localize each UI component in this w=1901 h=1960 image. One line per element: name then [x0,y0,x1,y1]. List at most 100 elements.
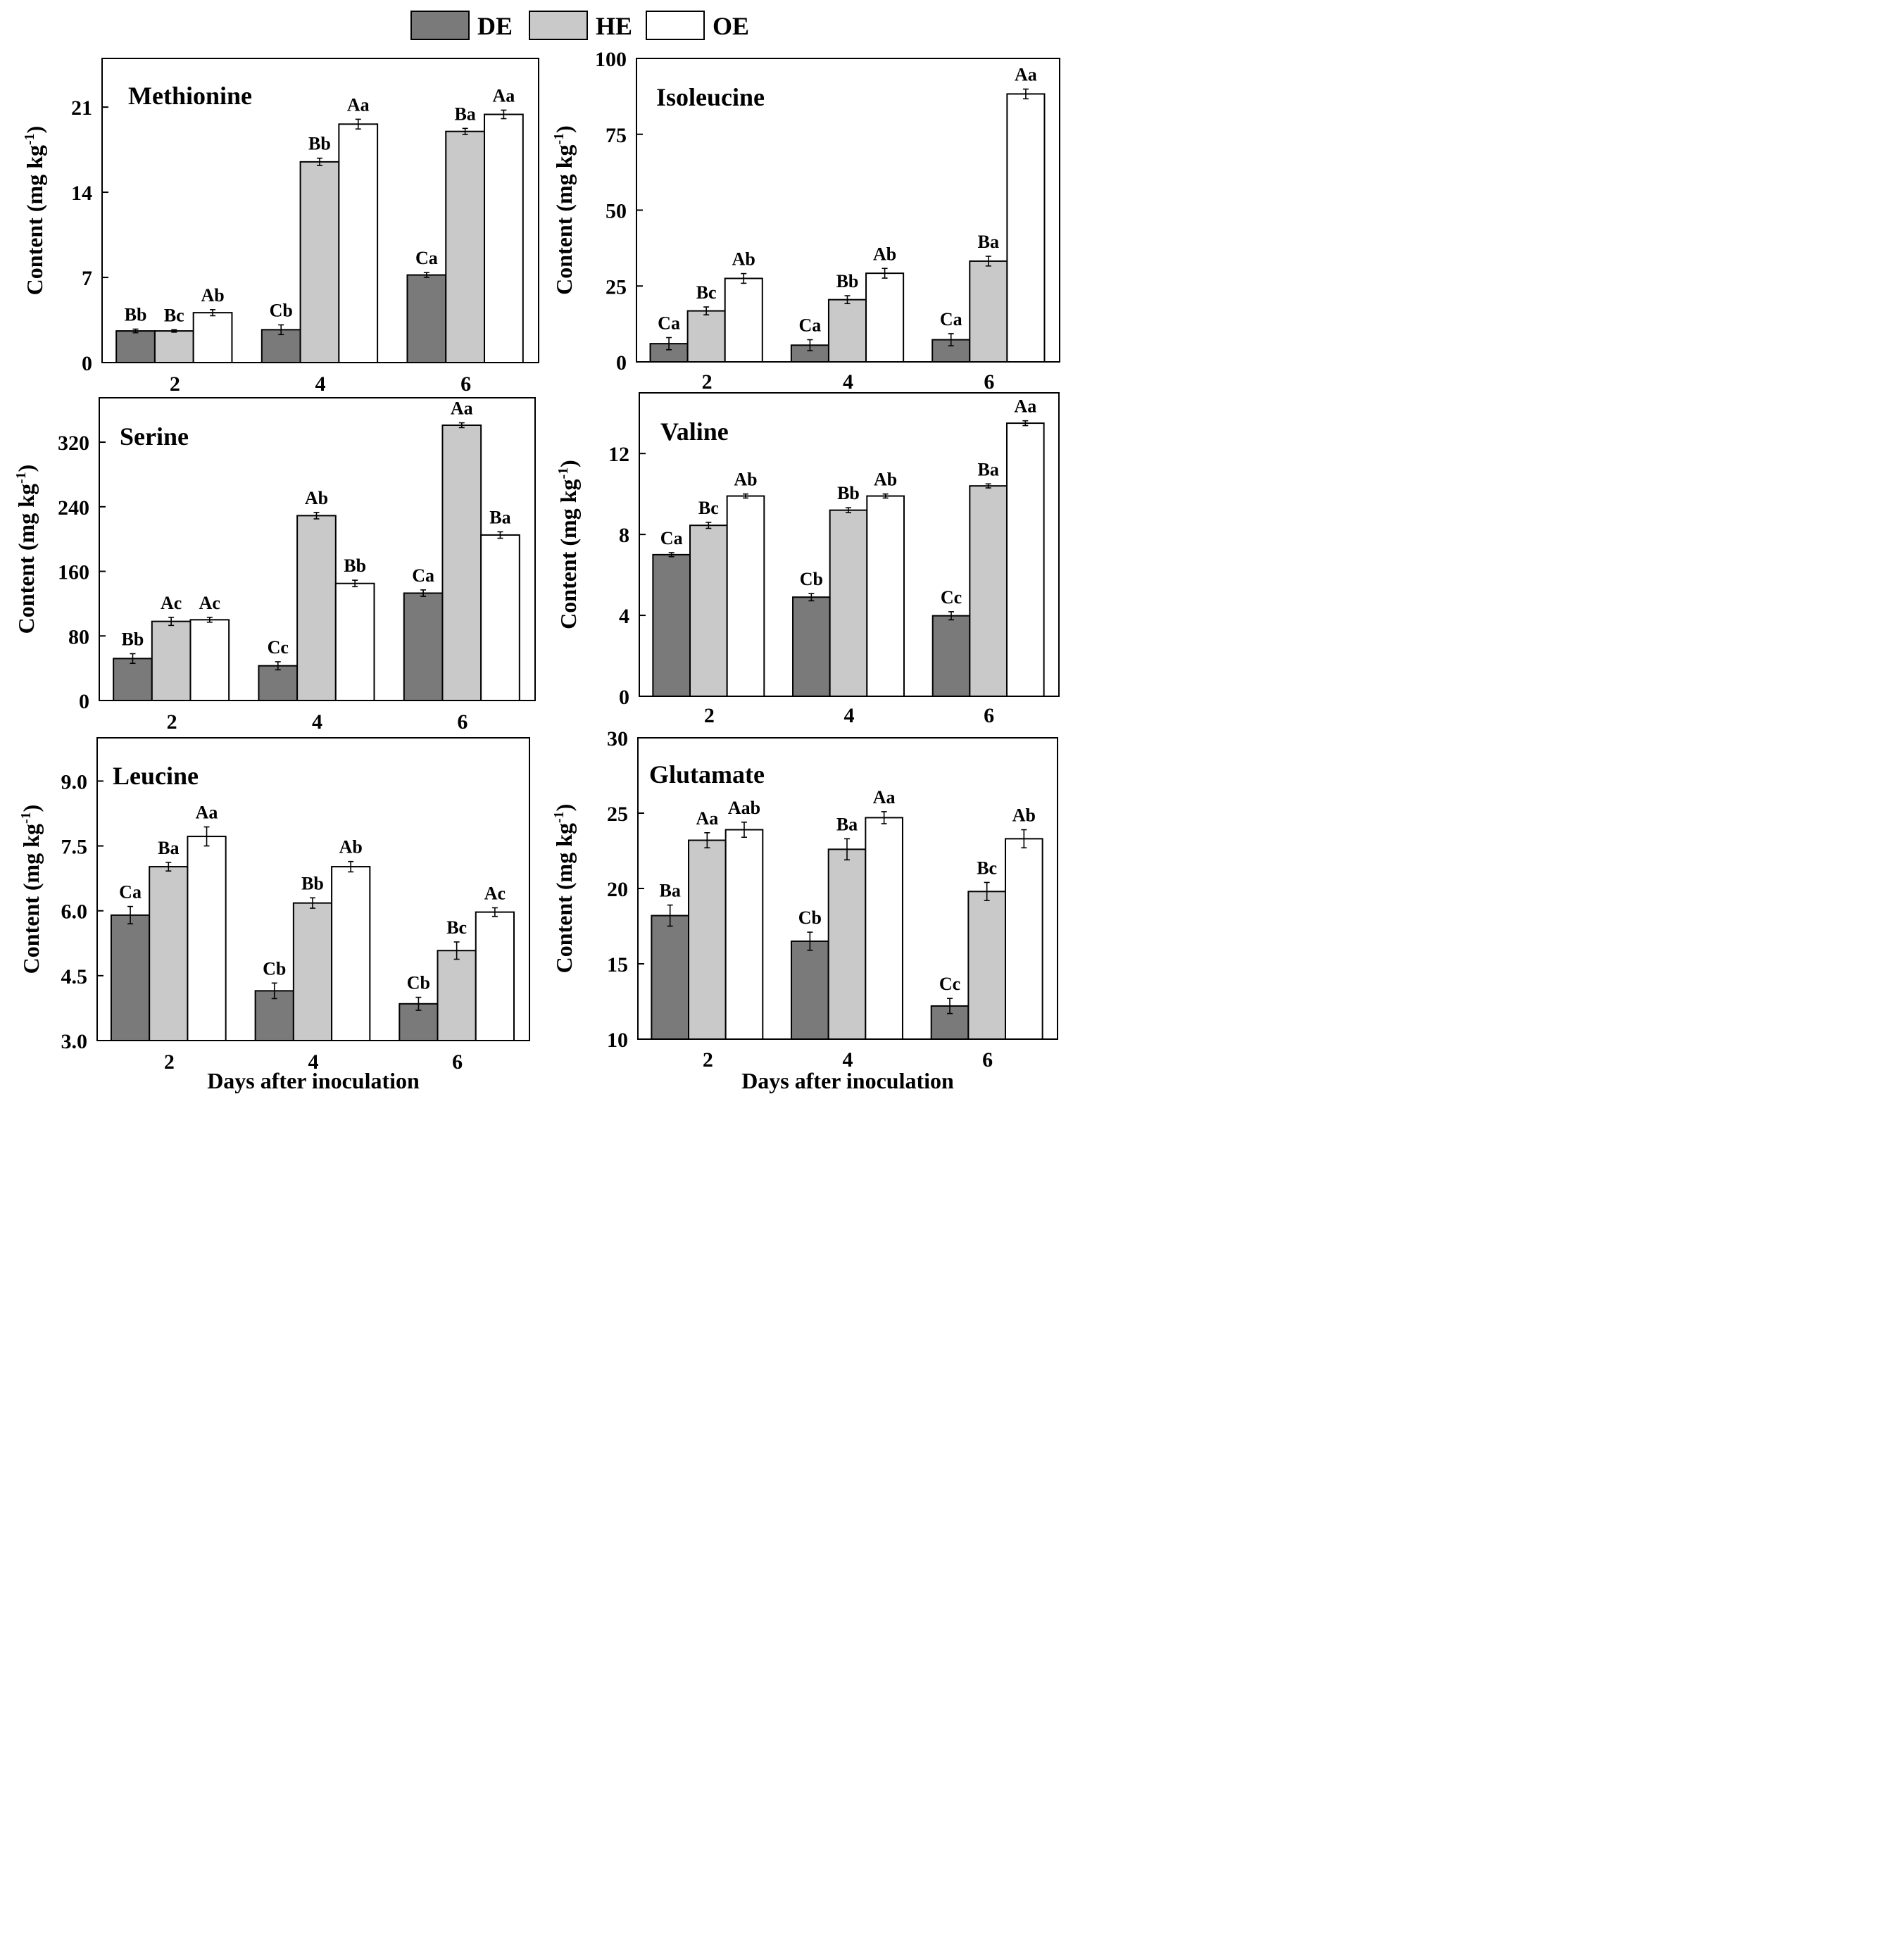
significance-letter: Cb [798,907,822,928]
bar-de-day4 [791,940,829,1041]
chart-isoleucine: 0 25 50 75 100 Ca Bc Ab 2 Ca Bb Ab 4 Ca Ba Aa 6 Isoleucin… [551,48,1060,394]
significance-letter: Bc [696,282,717,303]
significance-letter: Ac [161,593,182,613]
x-tick-label: 4 [843,370,853,394]
chart-serine: 0 80 160 240 320 Bb Ac Ac 2 Cc Ab Bb 4 Ca Aa Ba 6 Serine C… [13,397,536,734]
bar-oe-day4 [338,123,379,363]
y-tick-label: 4.5 [61,965,88,988]
y-axis-label: Content (mg kg-1) [551,125,577,295]
chart-valine: 0 4 8 12 Ca Bc Ab 2 Cb Bb Ab 4 Cc Ba Aa 6 Valine Content … [556,392,1060,727]
bar-he-day2 [149,866,189,1041]
bar-he-day6 [969,485,1008,697]
y-tick-label: 6.0 [61,900,88,924]
chart-leucine: 3.0 4.5 6.0 7.5 9.0 Ca Ba Aa 2 Cb Bb Ab 4 Cb Bc Ac 6 Leuc… [18,737,530,1093]
bar-oe-day2 [726,495,765,697]
bar-oe-day4 [866,495,905,697]
significance-letter: Ca [412,565,434,586]
legend-label-oe: OE [713,12,749,40]
significance-letter: Ba [978,459,999,479]
bar-he-day6 [441,424,482,702]
bar-he-day4 [292,902,333,1041]
significance-letter: Bb [301,873,324,893]
bar-de-day2 [652,553,691,697]
chart-title: Isoleucine [656,83,765,111]
significance-letter: Ba [158,838,179,858]
bar-he-day4 [827,848,867,1040]
bar-de-day6 [931,615,971,698]
significance-letter: Ab [339,837,363,857]
y-axis-label: Content (mg kg-1) [556,460,581,629]
significance-letter: Aab [728,798,760,818]
y-tick-label: 21 [71,96,92,120]
x-axis-label: Days after inoculation [741,1068,954,1093]
y-tick-label: 0 [619,686,629,709]
bar-he-day2 [689,524,728,697]
bar-oe-day2 [189,619,230,701]
significance-letter: Bb [344,555,366,576]
significance-letter: Ab [732,249,755,270]
y-tick-label: 320 [58,432,89,455]
y-tick-label: 240 [58,496,89,520]
legend: DE HE OE [410,11,749,40]
x-tick-label: 2 [702,370,713,394]
significance-letter: Bc [977,857,997,878]
bar-oe-day2 [724,829,764,1041]
bar-de-day6 [406,274,447,364]
significance-letter: Aa [696,808,718,829]
y-tick-label: 20 [607,878,628,901]
x-tick-label: 6 [984,704,994,727]
y-tick-label: 80 [68,625,89,648]
bar-de-day6 [403,592,444,702]
bar-oe-day6 [1006,93,1046,363]
legend-label-he: HE [596,12,632,40]
chart-methionine: 0 7 14 21 Bb Bc Ab 2 Cb Bb Aa 4 Ca Ba Aa 6 Methionine Con… [22,58,539,396]
bar-he-day4 [829,509,868,697]
bar-oe-day4 [865,272,905,363]
significance-letter: Ca [799,315,822,336]
significance-letter: Bc [446,917,467,938]
significance-letter: Cb [800,569,823,589]
significance-letter: Cb [270,300,293,320]
bar-he-day6 [969,260,1008,363]
significance-letter: Cc [941,587,962,608]
significance-letter: Bc [698,498,719,518]
x-tick-label: 6 [460,372,471,396]
significance-letter: Ba [489,507,510,527]
bar-oe-day6 [480,534,520,702]
chart-title: Glutamate [649,760,765,789]
bar-oe-day2 [187,836,227,1041]
significance-letter: Ac [484,883,506,903]
x-tick-label: 6 [982,1048,993,1072]
x-tick-label: 2 [704,704,715,727]
significance-letter: Ac [199,593,220,613]
significance-letter: Cb [407,973,430,993]
y-tick-label: 50 [606,200,627,223]
significance-letter: Aa [1015,65,1037,85]
chart-title: Valine [660,417,729,446]
bar-he-day4 [296,515,337,701]
bar-oe-day6 [475,911,515,1041]
bar-he-day4 [827,299,867,363]
y-tick-label: 25 [607,803,628,826]
x-tick-label: 4 [315,372,326,396]
significance-letter: Cc [268,637,289,658]
legend-swatch-de [410,11,470,40]
significance-letter: Cc [939,974,960,994]
bar-de-day4 [792,596,831,697]
significance-letter: Ca [940,309,962,329]
bar-de-day4 [258,665,299,702]
bar-oe-day4 [334,582,375,701]
bar-he-day2 [688,839,727,1041]
x-tick-label: 6 [452,1050,463,1074]
chart-title: Serine [120,422,189,451]
significance-letter: Aa [1014,396,1036,417]
bar-oe-day4 [331,866,371,1041]
y-tick-label: 0 [82,352,92,375]
significance-letter: Ba [454,103,475,124]
significance-letter: Ca [660,528,683,548]
bar-he-day6 [437,950,477,1041]
chart-title: Leucine [113,762,199,790]
significance-letter: Ca [119,882,142,903]
y-axis-label: Content (mg kg-1) [22,126,47,296]
significance-letter: Bb [125,304,147,325]
